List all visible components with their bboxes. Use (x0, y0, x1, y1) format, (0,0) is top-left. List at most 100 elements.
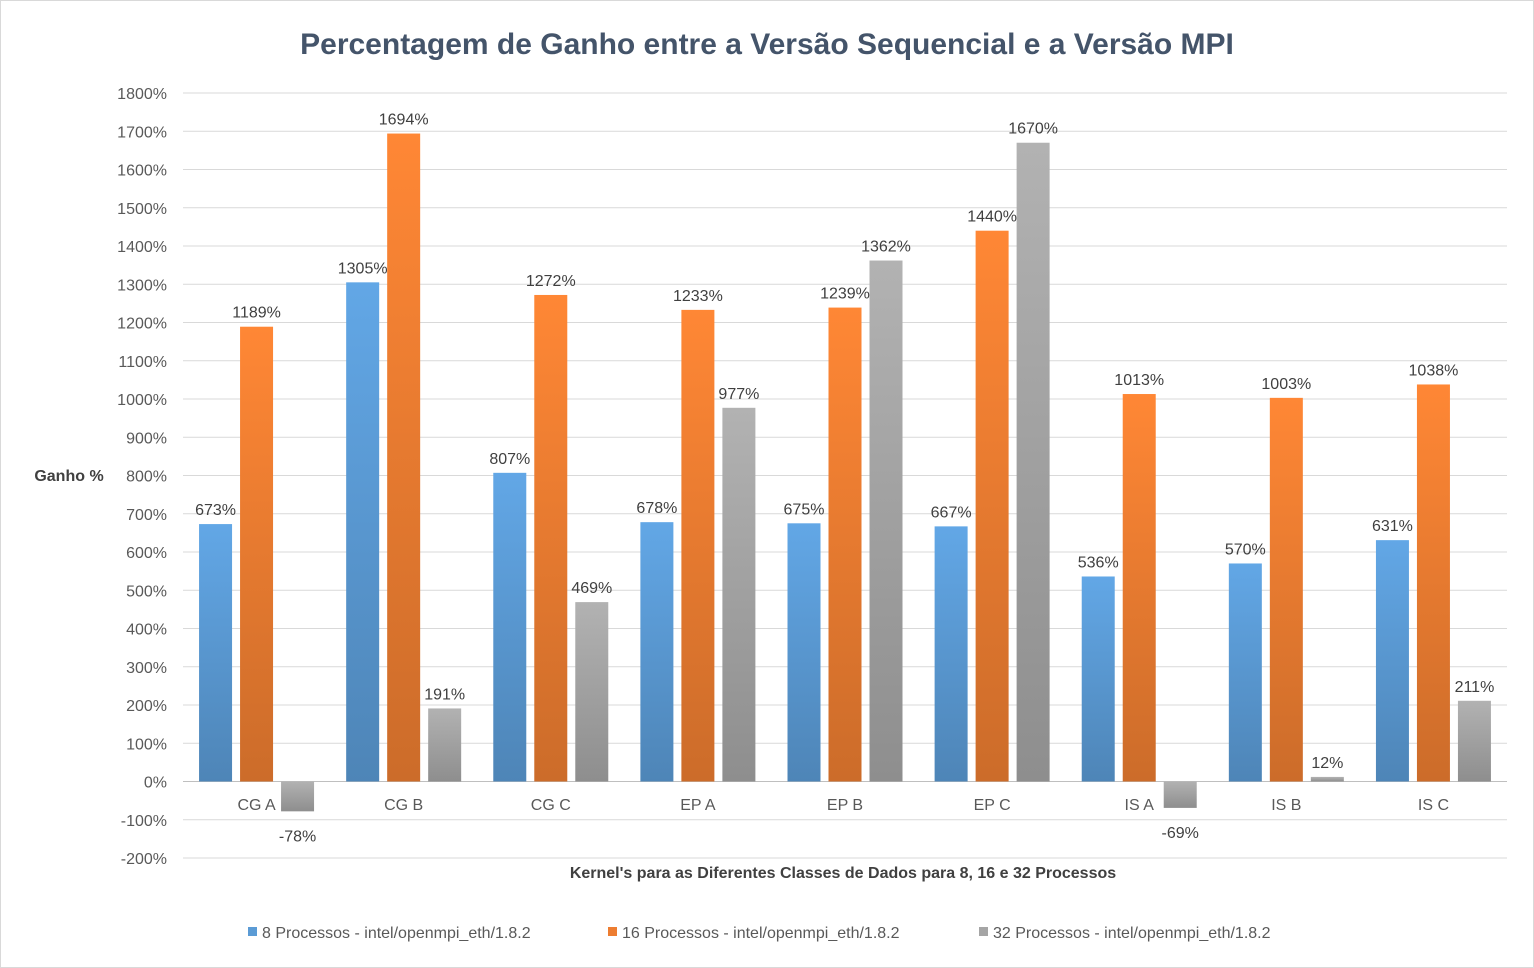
y-axis-ticks: 1800% 1700% 1600% 1500% 1400% 1300% 1200% 1100%… (117, 86, 167, 868)
bar (575, 602, 609, 782)
bar (387, 133, 421, 782)
y-tick-label: 100% (126, 736, 167, 753)
x-axis-title: Kernel's para as Diferentes Classes de D… (570, 865, 1116, 882)
bar (1310, 776, 1344, 782)
legend-swatch (608, 927, 617, 936)
data-label: 977% (718, 386, 759, 403)
legend-swatch (248, 927, 257, 936)
data-label: 1272% (526, 273, 576, 290)
bar (975, 230, 1009, 782)
y-tick-label: 1500% (117, 201, 167, 218)
data-label: 1305% (338, 260, 388, 277)
bars (199, 133, 1491, 812)
data-label: 12% (1311, 755, 1343, 772)
y-tick-label: 200% (126, 698, 167, 715)
bar (346, 282, 380, 782)
y-tick-label: 900% (126, 430, 167, 447)
y-tick-label: 1300% (117, 277, 167, 294)
bar (869, 260, 903, 782)
y-tick-label: 800% (126, 469, 167, 486)
x-axis-categories: CG A CG B CG C EP A EP B EP C IS A IS B IS C (237, 797, 1449, 814)
x-category-label: CG C (531, 797, 571, 814)
bar (1016, 142, 1050, 782)
x-category-label: EP B (827, 797, 863, 814)
data-label: 469% (571, 580, 612, 597)
x-category-label: EP A (680, 797, 716, 814)
data-label: 1440% (967, 209, 1017, 226)
data-label: -69% (1162, 825, 1199, 842)
data-label: 1013% (1114, 372, 1164, 389)
data-label: 675% (784, 501, 825, 518)
legend-label: 32 Processos - intel/openmpi_eth/1.8.2 (993, 925, 1271, 942)
y-tick-label: 1400% (117, 239, 167, 256)
bar (1122, 394, 1156, 782)
bar (1228, 563, 1262, 782)
legend-label: 16 Processos - intel/openmpi_eth/1.8.2 (622, 925, 900, 942)
data-labels: 673% 1189% -78% 1305% 1694% 191% 807% 1272% 469%… (195, 112, 1494, 846)
bar (534, 294, 568, 782)
data-label: 1362% (861, 239, 911, 256)
data-label: 667% (931, 504, 972, 521)
data-label: 1233% (673, 288, 723, 305)
data-label: 1038% (1409, 362, 1459, 379)
y-tick-label: 500% (126, 583, 167, 600)
data-label: 1670% (1008, 121, 1058, 138)
legend-label: 8 Processos - intel/openmpi_eth/1.8.2 (262, 925, 531, 942)
bar (240, 326, 274, 782)
data-label: 211% (1455, 679, 1495, 696)
bar (787, 523, 821, 782)
data-label: 191% (424, 686, 465, 703)
bar (828, 307, 862, 782)
bar (934, 526, 968, 782)
data-label: 807% (489, 451, 530, 468)
y-tick-label: 1200% (117, 316, 167, 333)
bar (640, 522, 674, 782)
data-label: 673% (195, 502, 236, 519)
legend-swatch (979, 927, 988, 936)
bar (281, 781, 315, 812)
data-label: -78% (279, 828, 316, 845)
x-category-label: IS B (1271, 797, 1301, 814)
y-tick-label: 300% (126, 660, 167, 677)
bar (1081, 576, 1115, 782)
y-tick-label: -200% (121, 851, 167, 868)
data-label: 631% (1372, 518, 1413, 535)
bar (1416, 384, 1450, 782)
bar (1375, 540, 1409, 782)
y-tick-label: 1700% (117, 124, 167, 141)
data-label: 1189% (232, 305, 281, 322)
legend: 8 Processos - intel/openmpi_eth/1.8.2 16 … (248, 925, 1271, 942)
chart-title: Percentagem de Ganho entre a Versão Sequ… (300, 28, 1234, 61)
bar (199, 524, 233, 782)
x-category-label: EP C (974, 797, 1011, 814)
x-category-label: CG B (384, 797, 423, 814)
y-tick-label: 1600% (117, 163, 167, 180)
bar (428, 708, 462, 782)
data-label: 570% (1225, 541, 1266, 558)
data-label: 1239% (820, 286, 870, 303)
data-label: 678% (636, 500, 677, 517)
data-label: 1694% (379, 112, 429, 129)
x-category-label: IS C (1418, 797, 1449, 814)
bar (681, 309, 715, 782)
bar (493, 472, 527, 782)
bar (1163, 781, 1197, 808)
y-tick-label: 1100% (118, 354, 167, 371)
data-label: 1003% (1261, 376, 1311, 393)
bar (722, 407, 756, 782)
data-label: 536% (1078, 554, 1119, 571)
y-tick-label: 1000% (117, 392, 167, 409)
y-tick-label: 700% (126, 507, 167, 524)
y-tick-label: 0% (144, 775, 167, 792)
x-category-label: CG A (237, 797, 276, 814)
y-tick-label: 1800% (117, 86, 167, 103)
bar (1269, 397, 1303, 782)
y-tick-label: 400% (126, 622, 167, 639)
y-tick-label: 600% (126, 545, 167, 562)
y-axis-title: Ganho % (34, 468, 103, 485)
y-tick-label: -100% (121, 813, 167, 830)
bar (1457, 700, 1491, 782)
x-category-label: IS A (1125, 797, 1155, 814)
